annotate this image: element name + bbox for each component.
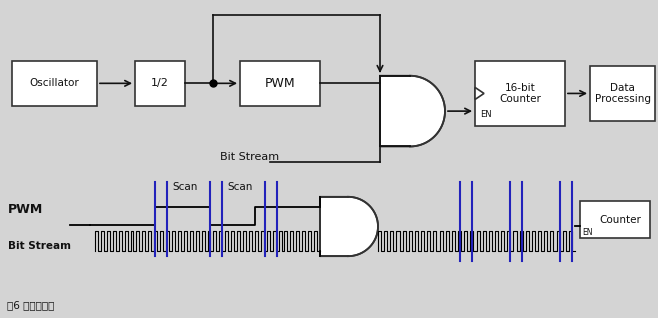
Text: Bit Stream: Bit Stream (220, 152, 279, 162)
Bar (590, 66, 655, 121)
Text: Oscillator: Oscillator (30, 78, 80, 88)
Text: 圖6 輸出比特流: 圖6 輸出比特流 (7, 300, 54, 310)
Text: PWM: PWM (8, 203, 43, 216)
Text: Scan: Scan (172, 182, 197, 192)
Bar (12, 61, 97, 106)
PathPatch shape (320, 197, 378, 256)
Text: EN: EN (480, 110, 492, 119)
Bar (475, 61, 565, 126)
Bar (135, 61, 185, 106)
Text: Bit Stream: Bit Stream (8, 241, 71, 251)
Text: 1/2: 1/2 (151, 78, 169, 88)
Text: PWM: PWM (265, 77, 295, 90)
Text: EN: EN (582, 228, 592, 237)
PathPatch shape (380, 76, 445, 147)
Text: 16-bit
Counter: 16-bit Counter (499, 83, 541, 104)
Polygon shape (475, 87, 484, 100)
Text: Counter: Counter (599, 215, 641, 225)
Text: Data
Processing: Data Processing (594, 83, 651, 104)
Bar (240, 61, 320, 106)
Bar (580, 201, 650, 238)
Text: Scan: Scan (227, 182, 253, 192)
